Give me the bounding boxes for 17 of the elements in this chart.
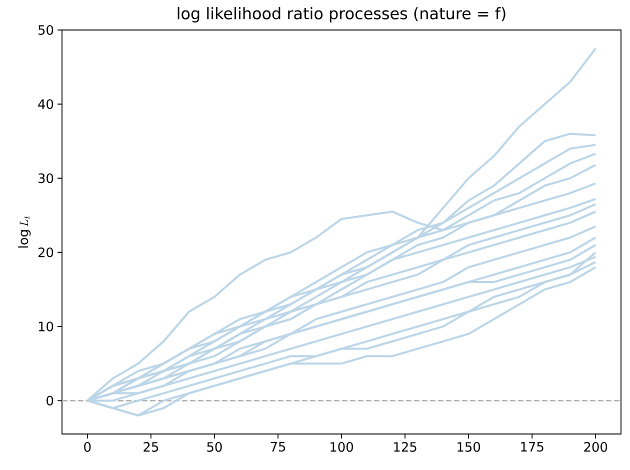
x-tick-label: 200 <box>584 442 608 452</box>
x-tick-label: 175 <box>521 442 544 452</box>
y-tick-label: 30 <box>38 173 54 184</box>
x-tick-label: 125 <box>394 442 416 452</box>
y-tick-label: 40 <box>38 99 54 110</box>
y-tick-label: 10 <box>38 322 54 332</box>
y-tick-label: 0 <box>46 396 54 406</box>
y-axis-title: $\log L_t$ <box>18 216 31 248</box>
chart-title: log likelihood ratio processes (nature = f) <box>178 7 506 22</box>
x-tick-label: 100 <box>330 442 353 452</box>
x-tick-label: 0 <box>84 442 91 452</box>
y-tick-label: 20 <box>38 247 54 258</box>
y-tick-label: 50 <box>38 25 54 35</box>
x-tick-label: 50 <box>207 442 222 452</box>
x-tick-label: 25 <box>144 442 158 452</box>
x-tick-label: 75 <box>270 442 286 452</box>
x-tick-label: 150 <box>458 442 480 452</box>
